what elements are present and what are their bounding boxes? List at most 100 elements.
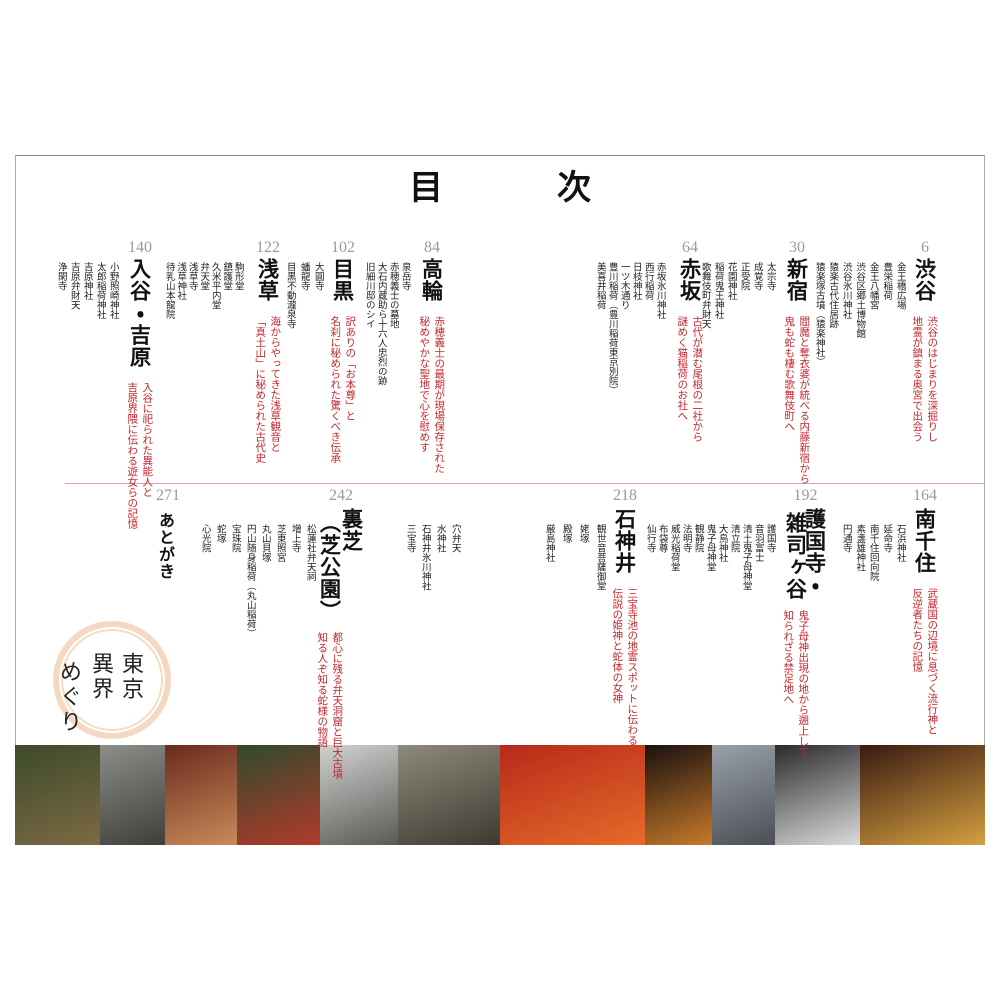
section-subtitle: 知る人ぞ知る蛇様の物語 (316, 632, 329, 748)
place-item: 姥塚 (577, 524, 589, 543)
place-item: 法明寺 (680, 524, 692, 553)
section-subtitle: 都心に残る弁天洞窟と巨大古墳 (331, 632, 344, 779)
place-item: 豊栄稲荷 (881, 262, 893, 300)
section-title: あとがき (156, 512, 175, 580)
place-item: 久米平内堂 (209, 262, 221, 310)
section-subtitle: 鬼子母神出現の地から遡上して (797, 610, 810, 757)
place-item: 鎮護堂 (221, 262, 233, 291)
place-item: 赤坂氷川神社 (654, 262, 666, 319)
place-item: 豊川稲荷（豊川稲荷東京別院） (606, 262, 618, 395)
logo-text: 東京 (118, 652, 143, 702)
place-item: 大圓寺 (312, 262, 324, 291)
section-title: 石神井 (612, 508, 638, 574)
section-title: 渋谷 (912, 258, 938, 302)
section-subtitle: 鬼も蛇も棲む歌舞伎町へ (783, 316, 796, 432)
photo (860, 745, 985, 845)
section-subtitle: 吉原界隈に伝わる遊女らの記憶 (126, 382, 139, 529)
place-item: 浅草寺 (186, 262, 198, 291)
place-item: 素盞雄神社 (854, 524, 866, 572)
place-item: 猿楽塚古墳（猿楽神社） (813, 262, 825, 367)
place-item: 石浜神社 (894, 524, 906, 562)
place-item: 太郎稲荷神社 (94, 262, 106, 319)
photo (15, 745, 100, 845)
place-item: 威光稲荷堂 (668, 524, 680, 572)
section-subtitle: 地霊が鎮まる奥宮で出会う (911, 316, 924, 442)
place-item: 一ツ木通り (618, 262, 630, 310)
place-item: 南千住回向院 (867, 524, 879, 581)
photo (398, 745, 500, 845)
page-number: 164 (913, 487, 937, 504)
place-item: 清土鬼子母神堂 (740, 524, 752, 591)
place-item: 延命寺 (881, 524, 893, 553)
section-subtitle: 知られざる禁足地へ (782, 610, 795, 705)
section-title: （芝公園） (317, 512, 343, 622)
place-item: 丸山貝塚 (259, 524, 271, 562)
place-item: 稲荷鬼王神社 (712, 262, 724, 319)
section-subtitle: 反逆者たちの記憶 (911, 588, 924, 672)
place-item: 太宗寺 (764, 262, 776, 291)
section-subtitle: 三宝寺池の地霊スポットに伝わる (626, 588, 639, 746)
place-item: 布袋尊 (656, 524, 668, 553)
place-item: 日枝神社 (630, 262, 642, 300)
logo-text: めぐり (56, 660, 81, 735)
place-item: 吉原神社 (81, 262, 93, 300)
page-number: 64 (682, 239, 698, 256)
place-item: 心光院 (199, 524, 211, 553)
page-number: 6 (921, 239, 929, 256)
logo-ring (53, 621, 171, 739)
place-item: 宝珠院 (229, 524, 241, 553)
section-title: 裏芝 (339, 508, 365, 552)
place-item: 穴弁天 (449, 524, 461, 553)
page-number: 192 (793, 487, 818, 504)
section-subtitle: 秘めやかな聖地で心を慰めす (418, 316, 431, 453)
place-item: 金王橋広場 (894, 262, 906, 310)
place-item: 鬼子母神堂 (704, 524, 716, 572)
photo (712, 745, 775, 845)
place-item: 蛇塚 (214, 524, 226, 543)
section-title: 入谷・吉原 (127, 258, 153, 368)
logo-text: 異界 (88, 652, 113, 702)
place-item: 弁天堂 (198, 262, 210, 291)
section-subtitle: 謎めく猫稲荷のお社へ (676, 316, 689, 421)
place-item: 西行稲荷 (642, 262, 654, 300)
logo-circle (53, 621, 171, 739)
section-title: 目黒 (330, 258, 356, 302)
place-item: 浅草神社 (175, 262, 187, 300)
place-item: 石神井氷川神社 (419, 524, 431, 591)
section-title: 浅草 (255, 258, 281, 302)
section-subtitle: 海からやってきた浅草観音と (269, 316, 282, 453)
section-title: 高輪 (419, 258, 445, 302)
place-item: 仙行寺 (644, 524, 656, 553)
place-item: 浄閑寺 (55, 262, 67, 291)
page-title: 目 次 (409, 168, 631, 208)
place-item: 吉原弁財天 (68, 262, 80, 310)
section-subtitle: 名刹に秘められた驚くべき伝承 (329, 316, 342, 463)
row-divider (65, 483, 985, 484)
photo (237, 745, 320, 845)
photo (165, 745, 237, 845)
place-item: 猿楽古代住居跡 (827, 262, 839, 329)
frame-top (15, 155, 985, 156)
place-item: 大鳥神社 (716, 524, 728, 562)
place-item: 待乳山本龍院 (163, 262, 175, 319)
place-item: 小野照崎神社 (107, 262, 119, 319)
section-subtitle: 訳ありの「お本尊」と (344, 316, 357, 421)
logo-circle-inner (61, 629, 163, 731)
page-number: 102 (331, 239, 355, 256)
place-item: 美喜井稲荷 (594, 262, 606, 310)
section-title: 赤坂 (677, 258, 703, 302)
place-item: 赤穂義士の墓地 (387, 262, 399, 329)
place-item: 正受院 (738, 262, 750, 291)
place-item: 蟠龍寺 (298, 262, 310, 291)
section-subtitle: 入谷に祀られた異能人と (141, 382, 154, 498)
section-subtitle: 伝説の姫神と蛇体の女神 (611, 588, 624, 704)
photo (100, 745, 165, 845)
place-item: 渋谷区郷土博物館 (854, 262, 866, 338)
place-item: 渋谷氷川神社 (840, 262, 852, 319)
section-title: 新宿 (784, 258, 810, 302)
page-number: 84 (424, 239, 440, 256)
place-item: 成覚寺 (751, 262, 763, 291)
photo (500, 745, 645, 845)
place-item: 駒形堂 (232, 262, 244, 291)
section-subtitle: 武蔵国の辺境に息づく流行神と (926, 588, 939, 735)
